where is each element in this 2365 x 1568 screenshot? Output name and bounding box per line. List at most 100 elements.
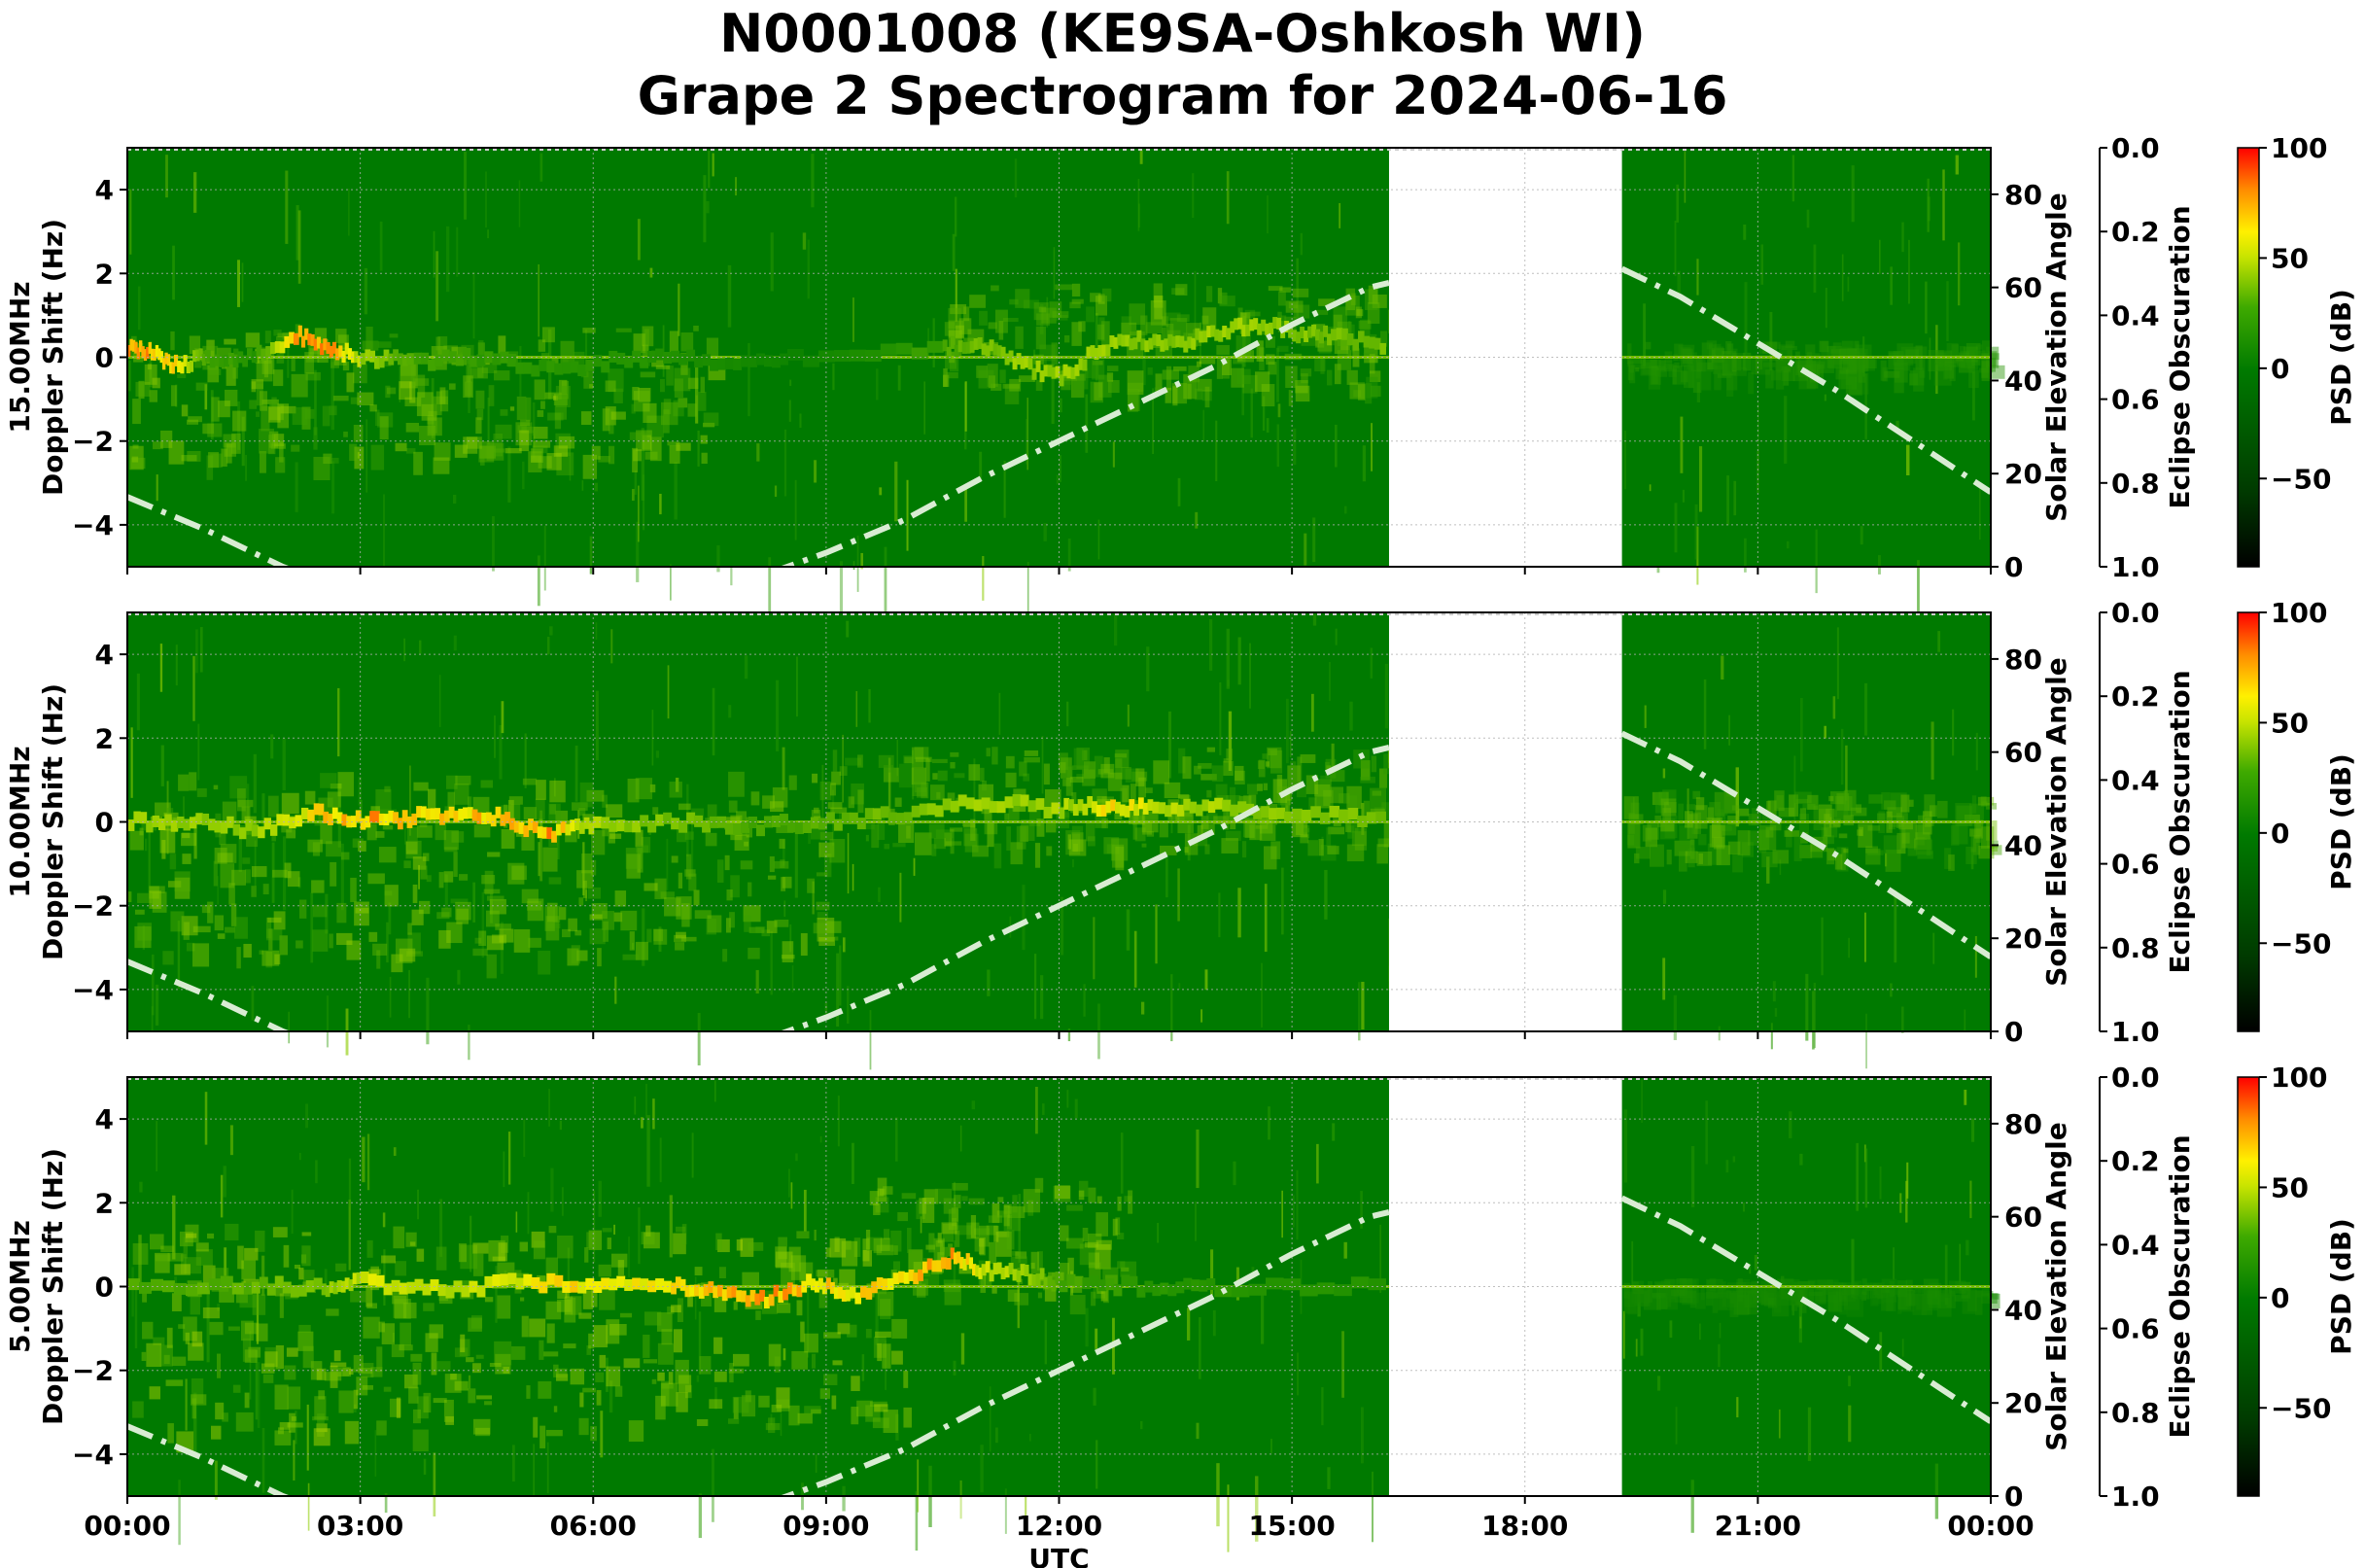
noise-streak — [1760, 244, 1764, 285]
spread-cell — [771, 1404, 783, 1412]
spread-cell — [1036, 819, 1045, 837]
spread-cell — [1045, 819, 1057, 833]
signal-trace-cell — [1272, 317, 1278, 330]
signal-trace-cell — [755, 353, 765, 366]
spread-cell — [1713, 356, 1728, 374]
spread-cell — [1037, 1278, 1049, 1289]
signal-trace-cell — [307, 333, 312, 346]
spread-cell — [1748, 814, 1759, 826]
noise-streak — [567, 1247, 570, 1294]
spread-cell — [1741, 842, 1755, 857]
signal-trace-cell — [204, 349, 211, 362]
spread-cell — [153, 1337, 165, 1345]
spread-cell — [498, 335, 506, 356]
signal-trace-cell — [393, 812, 399, 824]
signal-trace-cell — [523, 825, 530, 838]
signal-trace-cell — [992, 1263, 998, 1275]
spread-cell — [1288, 301, 1298, 309]
spread-cell — [240, 1320, 254, 1342]
spread-cell — [1318, 298, 1336, 306]
noise-streak — [994, 1427, 998, 1444]
noise-streak — [1890, 983, 1893, 997]
spread-cell — [1943, 366, 1948, 380]
spread-cell — [1698, 853, 1703, 864]
spread-cell — [874, 1404, 888, 1412]
spread-cell — [1914, 838, 1931, 851]
spread-cell — [228, 883, 235, 905]
noise-streak — [1779, 859, 1782, 875]
spread-cell — [183, 1237, 189, 1259]
spread-cell — [279, 440, 284, 463]
signal-trace-cell — [1331, 329, 1338, 341]
signal-trace-cell — [1100, 804, 1107, 817]
spread-cell — [622, 954, 639, 960]
spread-cell — [279, 1422, 291, 1430]
signal-trace-cell — [232, 356, 239, 368]
spread-cell — [262, 884, 269, 895]
spread-cell — [1770, 370, 1782, 381]
noise-streak — [1260, 1287, 1265, 1344]
signal-trace-cell — [492, 353, 502, 366]
spread-cell — [268, 928, 273, 951]
spread-cell — [1175, 284, 1188, 296]
spread-cell — [1096, 1212, 1109, 1237]
spread-cell — [1954, 1295, 1968, 1302]
spread-cell — [434, 442, 451, 461]
spread-cell — [1285, 366, 1298, 388]
spread-cell — [1673, 370, 1687, 385]
signal-trace-cell — [931, 1260, 938, 1272]
spread-cell — [131, 456, 139, 463]
spread-cell — [1830, 791, 1847, 805]
spread-cell — [1706, 817, 1722, 822]
right-tick-label: 40 — [2004, 1294, 2042, 1326]
spread-cell — [916, 786, 928, 798]
noise-streak — [468, 353, 470, 413]
spread-cell — [1372, 790, 1382, 796]
noise-streak — [1644, 705, 1647, 728]
spread-cell — [758, 1395, 770, 1408]
spread-cell — [375, 831, 385, 838]
spread-cell — [322, 405, 330, 427]
noise-streak — [1040, 975, 1044, 1020]
signal-trace-cell — [989, 801, 998, 814]
spread-cell — [1125, 768, 1139, 784]
noise-streak — [1965, 1239, 1969, 1256]
noise-streak — [712, 1448, 714, 1522]
spread-cell — [297, 1331, 314, 1351]
noise-streak — [1040, 304, 1044, 334]
spread-cell — [1074, 373, 1086, 381]
spread-cell — [969, 295, 986, 308]
spread-cell — [196, 787, 207, 797]
spread-cell — [1709, 824, 1725, 848]
right-tick-label: 0 — [2004, 551, 2023, 583]
spread-cell — [1717, 1292, 1733, 1311]
noise-streak — [137, 286, 141, 331]
noise-streak — [1899, 1193, 1902, 1213]
spread-cell — [1107, 379, 1120, 394]
spread-cell — [1827, 849, 1837, 861]
spread-cell — [733, 1397, 739, 1419]
spread-cell — [716, 859, 724, 884]
spread-cell — [1725, 1290, 1731, 1299]
spread-cell — [869, 1401, 887, 1408]
signal-trace-cell — [1059, 374, 1064, 387]
spread-cell — [332, 396, 349, 401]
spread-cell — [950, 761, 956, 769]
y-tick-label: −4 — [72, 1439, 114, 1471]
spread-cell — [149, 1234, 164, 1250]
spread-cell — [279, 1293, 284, 1318]
spread-cell — [207, 423, 223, 437]
spread-cell — [713, 1371, 727, 1382]
spread-cell — [1258, 759, 1266, 778]
signal-trace-cell — [702, 820, 712, 833]
spread-cell — [1789, 794, 1799, 817]
signal-trace-cell — [996, 345, 1002, 358]
spread-cell — [363, 1316, 380, 1339]
spread-cell — [477, 342, 485, 358]
spread-cell — [528, 937, 541, 948]
spread-cell — [255, 1230, 265, 1252]
spread-cell — [1015, 289, 1030, 308]
spread-cell — [1880, 1288, 1890, 1293]
spread-cell — [1839, 1293, 1848, 1315]
spread-cell — [484, 870, 494, 895]
